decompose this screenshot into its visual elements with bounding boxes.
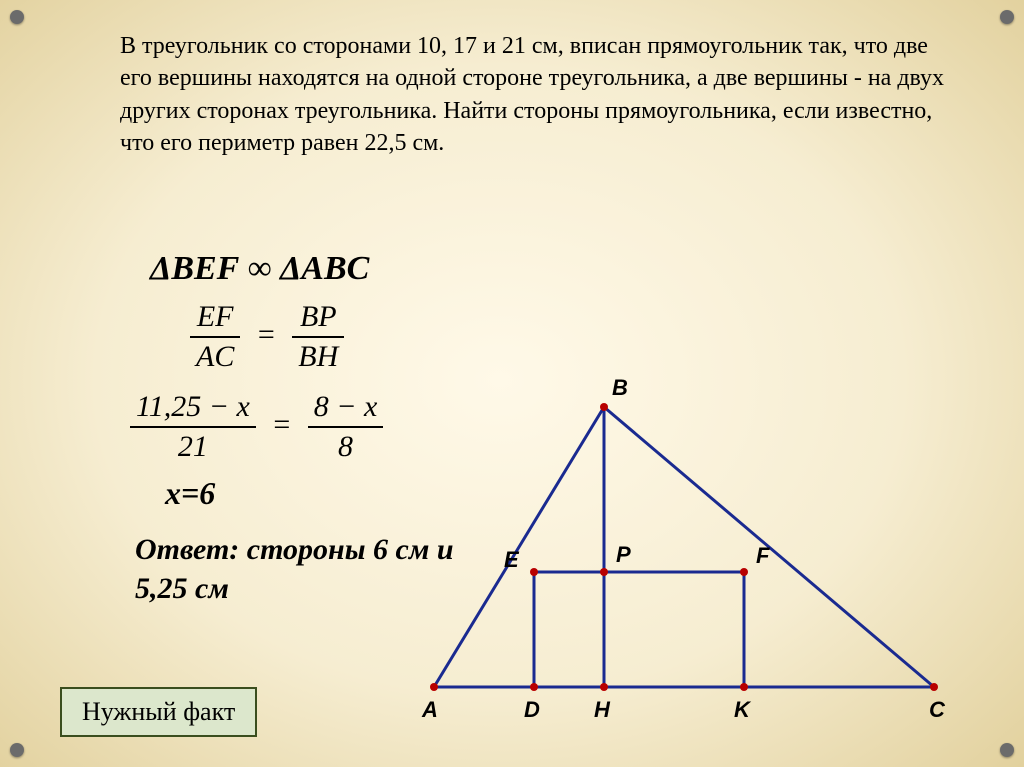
vertex-C — [930, 683, 938, 691]
vertex-K — [740, 683, 748, 691]
vertex-label-C: C — [929, 697, 946, 722]
vertex-label-K: K — [734, 697, 752, 722]
slide-page: В треугольник со сторонами 10, 17 и 21 с… — [0, 0, 1024, 767]
corner-pin-tl — [10, 10, 24, 24]
vertex-label-F: F — [756, 543, 770, 568]
vertex-A — [430, 683, 438, 691]
ratio1-rhs-den: BH — [292, 340, 344, 374]
ratio2-rhs-num: 8 − x — [308, 390, 384, 424]
equals-sign: = — [273, 408, 290, 441]
vertex-B — [600, 403, 608, 411]
ratio2-lhs-num: 11,25 − x — [130, 390, 256, 424]
corner-pin-br — [1000, 743, 1014, 757]
ratio-equation-1: EF AC = BP BH — [190, 300, 344, 374]
vertex-F — [740, 568, 748, 576]
ratio1-lhs-num: EF — [190, 300, 240, 334]
vertex-H — [600, 683, 608, 691]
vertex-label-H: H — [594, 697, 611, 722]
vertex-label-E: E — [504, 547, 520, 572]
solution-x: x=6 — [165, 475, 215, 512]
problem-statement: В треугольник со сторонами 10, 17 и 21 с… — [120, 30, 950, 160]
ratio2-lhs-den: 21 — [130, 430, 256, 464]
needed-fact-button[interactable]: Нужный факт — [60, 687, 257, 737]
ratio1-lhs-den: AC — [190, 340, 240, 374]
vertex-P — [600, 568, 608, 576]
corner-pin-bl — [10, 743, 24, 757]
similarity-statement: ΔBEF ∞ ΔABC — [150, 250, 369, 288]
equals-sign: = — [258, 318, 275, 351]
segment-AB — [434, 407, 604, 687]
vertex-label-A: A — [421, 697, 438, 722]
vertex-E — [530, 568, 538, 576]
vertex-D — [530, 683, 538, 691]
ratio-equation-2: 11,25 − x 21 = 8 − x 8 — [130, 390, 383, 464]
geometry-diagram: A B C D H K E F P — [404, 377, 964, 727]
vertex-label-D: D — [524, 697, 540, 722]
corner-pin-tr — [1000, 10, 1014, 24]
ratio1-rhs-num: BP — [292, 300, 344, 334]
vertex-label-P: P — [616, 542, 631, 567]
ratio2-rhs-den: 8 — [308, 430, 384, 464]
vertex-label-B: B — [612, 377, 628, 400]
